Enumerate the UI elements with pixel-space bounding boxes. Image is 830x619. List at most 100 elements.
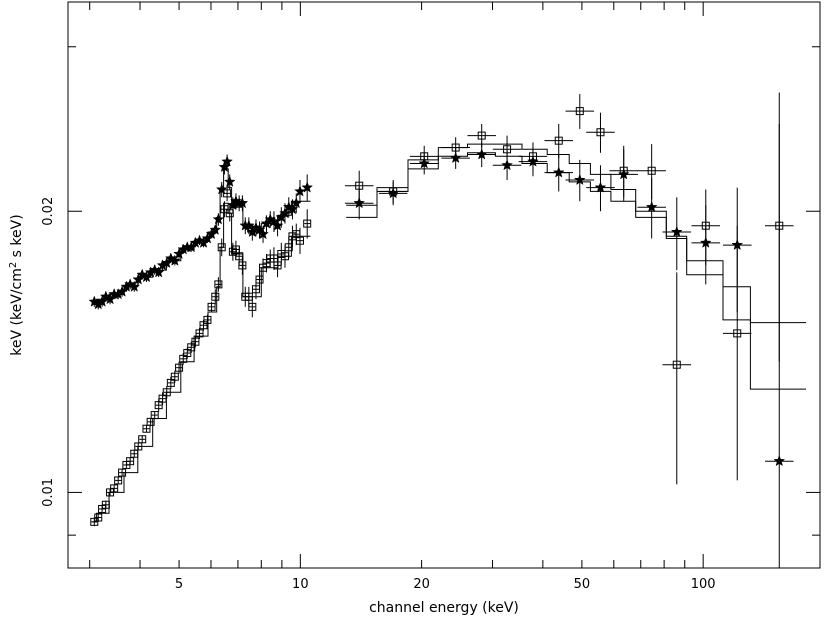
data-point [195, 327, 204, 339]
data-point [691, 189, 721, 266]
star-marker [353, 197, 366, 209]
data-point [257, 225, 269, 243]
data-point [152, 266, 165, 278]
data-point [168, 254, 181, 266]
star-marker [573, 173, 586, 186]
star-marker [645, 200, 658, 213]
data-point [637, 144, 666, 200]
square-marker [255, 275, 264, 284]
data-point [586, 112, 615, 153]
data-point [722, 225, 752, 481]
square-marker [672, 360, 681, 369]
star-marker [215, 183, 228, 195]
square-marker [179, 354, 188, 363]
data-point [209, 223, 222, 235]
data-points [88, 92, 794, 568]
square-marker [214, 280, 223, 289]
data-point [211, 289, 220, 305]
data-point [207, 301, 216, 313]
square-marker [162, 388, 171, 397]
data-point [271, 215, 284, 237]
star-marker [221, 155, 233, 167]
star-marker [501, 159, 513, 171]
data-point [134, 442, 143, 451]
square-marker [195, 329, 204, 338]
square-marker [619, 166, 628, 175]
square-marker [503, 145, 512, 154]
star-marker [670, 225, 683, 238]
y-tick-label: 0.01 [41, 478, 56, 507]
data-point [223, 185, 232, 202]
data-point [221, 154, 233, 169]
square-marker [217, 243, 226, 252]
y-tick-labels: 0.01 0.02 [41, 197, 56, 507]
square-marker [110, 484, 119, 493]
square-marker [575, 107, 584, 116]
data-point [158, 392, 167, 406]
square-marker [295, 236, 304, 245]
axis-ticks [68, 2, 820, 568]
square-marker [303, 219, 312, 228]
data-point [142, 424, 151, 433]
x-tick-labels: 5 10 20 50 100 [175, 577, 716, 592]
x-tick-label: 5 [175, 577, 183, 592]
data-point [409, 145, 439, 168]
data-point [128, 280, 141, 292]
square-marker [647, 166, 656, 175]
star-marker [475, 148, 488, 160]
data-point [544, 123, 574, 159]
data-point [175, 361, 184, 374]
square-marker [142, 424, 151, 433]
data-point [586, 165, 615, 212]
data-point [146, 417, 155, 426]
square-marker [355, 181, 364, 190]
data-point [214, 277, 223, 292]
data-point [225, 205, 234, 222]
data-point [212, 213, 225, 226]
star-marker [152, 266, 165, 278]
data-point [110, 484, 119, 493]
square-marker [701, 221, 710, 230]
square-marker [775, 221, 784, 230]
data-point [179, 353, 188, 365]
data-point [662, 272, 692, 485]
square-marker [528, 152, 537, 161]
square-marker [130, 449, 139, 458]
data-point [238, 256, 247, 275]
data-point [565, 94, 595, 129]
x-axis-title: channel energy (keV) [369, 600, 519, 616]
data-point [150, 411, 159, 420]
data-point [295, 227, 304, 254]
data-point [218, 159, 231, 175]
star-marker [128, 280, 141, 292]
data-point [609, 145, 638, 198]
data-point [301, 174, 314, 202]
y-axis-title: keV (keV/cm2 s keV) [8, 214, 26, 355]
data-point [170, 370, 179, 383]
data-point [467, 123, 496, 148]
star-marker [223, 175, 236, 188]
star-marker [209, 223, 222, 235]
data-point [114, 476, 123, 485]
square-marker [203, 315, 212, 324]
data-point [764, 123, 794, 362]
star-marker [294, 185, 306, 197]
square-marker [238, 261, 247, 270]
data-point [255, 270, 264, 290]
x-tick-label: 100 [691, 577, 716, 592]
data-point [187, 341, 196, 354]
data-point [217, 238, 226, 257]
square-marker [596, 128, 605, 137]
data-point [441, 137, 470, 159]
data-point [101, 500, 110, 509]
square-marker [170, 372, 179, 381]
x-tick-label: 20 [413, 577, 430, 592]
star-marker [168, 254, 181, 266]
model-line-2 [92, 143, 806, 523]
data-point [191, 336, 200, 348]
data-point [303, 209, 312, 239]
data-point [544, 154, 574, 192]
star-marker [212, 213, 225, 225]
square-marker [146, 417, 155, 426]
